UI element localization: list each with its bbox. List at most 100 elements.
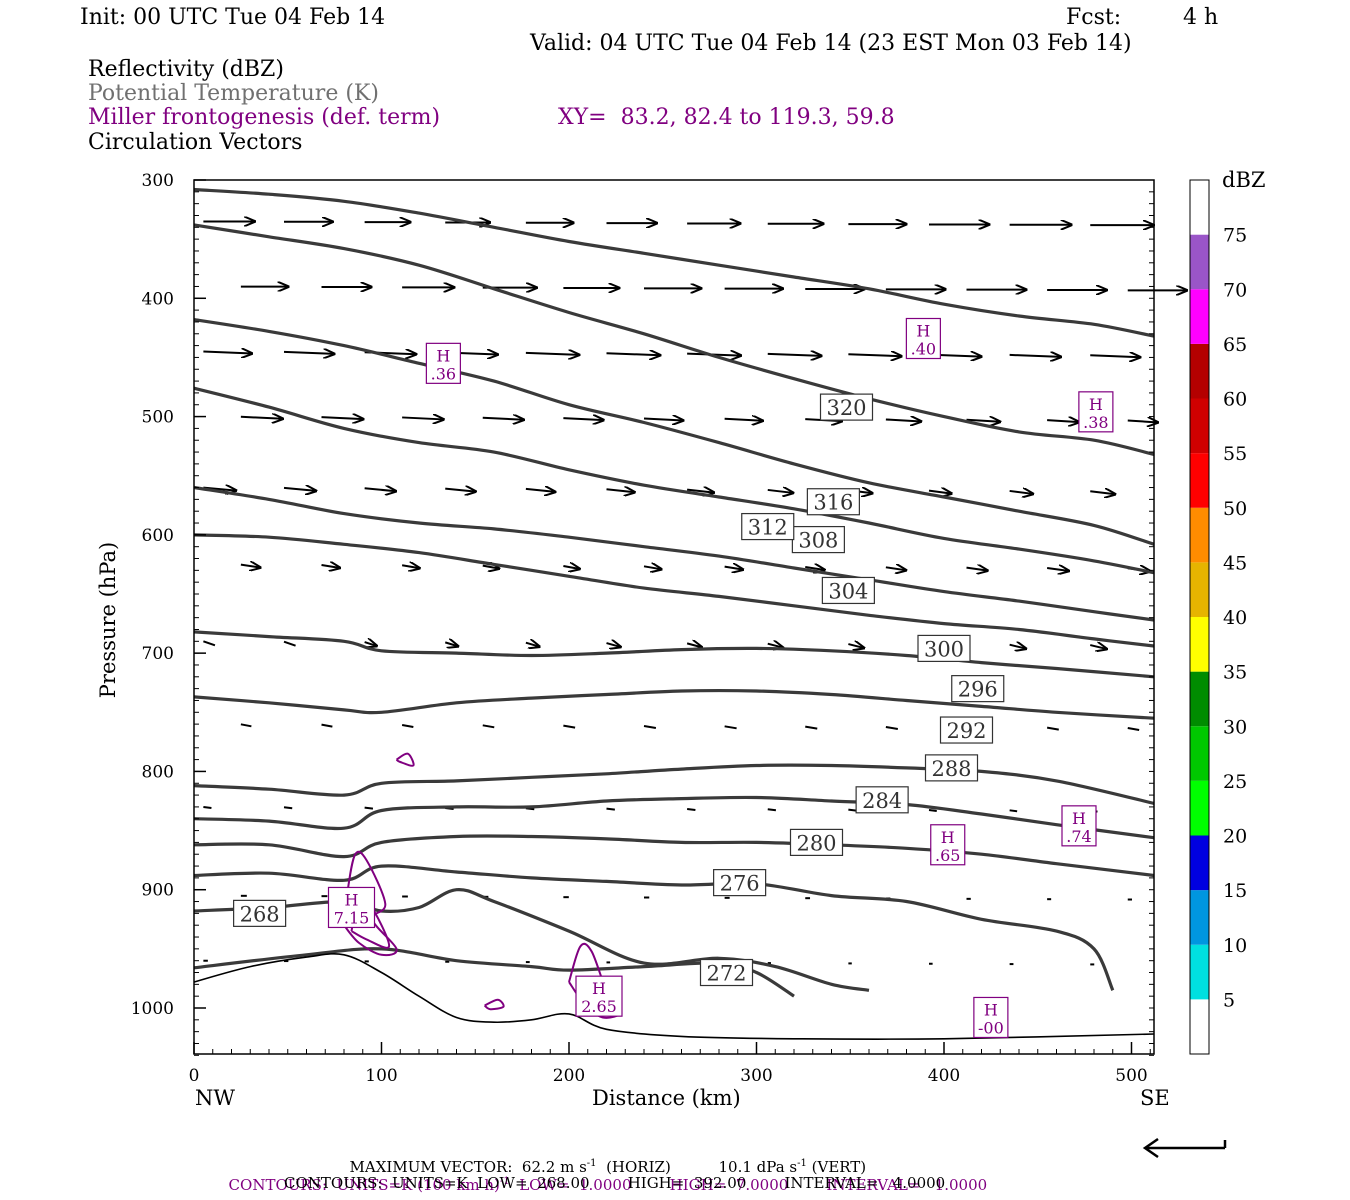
circulation-vector xyxy=(928,808,937,812)
frontogenesis-max-label: H xyxy=(436,346,450,365)
circulation-vector xyxy=(885,726,898,730)
colorbar-tick-label: 45 xyxy=(1223,552,1247,574)
frontogenesis-max-box xyxy=(1078,391,1114,433)
x-tick-label: 300 xyxy=(740,1066,772,1086)
theta-contour-label: 276 xyxy=(720,872,760,896)
colorbar-tick-label: 20 xyxy=(1223,826,1247,848)
colorbar-tick-label: 35 xyxy=(1223,662,1247,684)
max-vector-text: MAXIMUM VECTOR: 62.2 m s xyxy=(349,1158,587,1176)
y-axis-title: Pressure (hPa) xyxy=(96,541,121,699)
circulation-vector xyxy=(848,644,864,648)
colorbar-tick-label: 60 xyxy=(1223,389,1247,411)
circulation-vector xyxy=(321,565,341,568)
circulation-vector xyxy=(482,418,524,420)
colorbar-segment xyxy=(1190,289,1209,344)
theta-contour-label: 268 xyxy=(240,902,280,926)
circulation-vector xyxy=(687,807,696,811)
circulation-vector xyxy=(767,354,822,356)
legend-frontogenesis: Miller frontogenesis (def. term) xyxy=(88,105,441,130)
y-tick-label: 1000 xyxy=(131,999,174,1019)
circulation-vector xyxy=(724,567,744,570)
contours-purple-text: CONTOURS: UNITS=K (100 km h) xyxy=(228,1176,500,1194)
theta-contour-label: 308 xyxy=(798,529,838,553)
colorbar-segment xyxy=(1190,507,1209,563)
theta-contour-label: 312 xyxy=(748,516,788,540)
frontogenesis-max-box xyxy=(575,975,623,1017)
circulation-vector xyxy=(240,723,252,728)
circulation-vector xyxy=(1090,491,1115,494)
forecast-label: Fcst: xyxy=(1066,5,1122,30)
max-vector-line: MAXIMUM VECTOR: 62.2 m s-1 (HORIZ) 10.1 … xyxy=(340,1138,867,1176)
theta-contour xyxy=(193,688,1155,720)
circulation-vector xyxy=(240,565,261,568)
circulation-vector xyxy=(1127,420,1158,422)
exponent: -1 xyxy=(797,1158,807,1169)
frontogenesis-max-label: H xyxy=(592,979,606,998)
circulation-vector xyxy=(643,725,657,729)
colorbar-segment xyxy=(1190,835,1209,891)
colorbar-tick-label: 10 xyxy=(1223,935,1247,957)
colorbar-segment xyxy=(1190,180,1209,235)
circulation-vector xyxy=(606,643,621,647)
colorbar-tick-label: 75 xyxy=(1223,225,1247,247)
x-tick-label: 400 xyxy=(928,1066,960,1086)
circulation-vector xyxy=(606,353,661,355)
valid-time: Valid: 04 UTC Tue 04 Feb 14 (23 EST Mon … xyxy=(530,31,1132,56)
circulation-vector xyxy=(805,567,825,570)
legend-vectors: Circulation Vectors xyxy=(88,130,303,155)
frontogenesis-max-box xyxy=(973,996,1009,1039)
circulation-vector xyxy=(364,806,374,810)
colorbar-tick-label: 40 xyxy=(1223,607,1247,629)
theta-contour-label: 304 xyxy=(828,579,868,603)
init-time: Init: 00 UTC Tue 04 Feb 14 xyxy=(80,5,386,30)
theta-contour-label: 300 xyxy=(924,637,964,661)
circulation-vector xyxy=(1009,491,1034,494)
y-tick-label: 700 xyxy=(142,644,174,664)
circulation-vector xyxy=(321,417,364,419)
circulation-vector xyxy=(283,488,316,491)
colorbar-tick-label: 50 xyxy=(1223,498,1247,520)
circulation-vector xyxy=(606,807,615,811)
theta-contour xyxy=(193,533,1155,648)
circulation-vector xyxy=(1009,809,1018,813)
circulation-vector xyxy=(525,643,540,647)
reference-vector-icon xyxy=(1142,1137,1227,1159)
circulation-vector xyxy=(606,489,635,492)
x-tick-label: 200 xyxy=(553,1066,585,1086)
circulation-vector xyxy=(643,418,683,420)
frontogenesis-max-box xyxy=(327,886,376,929)
frontogenesis-max-box xyxy=(930,824,966,866)
theta-contour xyxy=(193,834,1155,878)
colorbar-tick-label: 55 xyxy=(1223,443,1247,465)
y-tick-label: 600 xyxy=(142,526,174,546)
theta-contour-label-box xyxy=(939,716,994,744)
colorbar-segment xyxy=(1190,890,1209,945)
theta-contour xyxy=(193,485,1155,622)
cross-section-endpoints: XY= 83.2, 82.4 to 119.3, 59.8 xyxy=(558,105,895,130)
frontogenesis-max-label: H xyxy=(916,322,930,341)
theta-contour-label: 320 xyxy=(826,396,866,420)
theta-contour-label-box xyxy=(699,958,754,987)
frontogenesis-max-value: .38 xyxy=(1083,413,1108,432)
frontogenesis-max-value: -00 xyxy=(978,1018,1004,1037)
terrain-line xyxy=(193,952,1155,1040)
circulation-vector xyxy=(643,566,662,569)
circulation-vector xyxy=(928,491,952,494)
frontogenesis-max-value: .74 xyxy=(1066,827,1091,846)
max-vector-vert: 10.1 dPa s xyxy=(718,1158,798,1176)
circulation-vector xyxy=(885,567,906,570)
theta-contour-label: 288 xyxy=(931,757,971,781)
colorbar-tick-label: 30 xyxy=(1223,716,1247,738)
circulation-vector xyxy=(724,419,763,421)
frontogenesis-max-box xyxy=(1061,805,1097,847)
circulation-vector xyxy=(525,353,579,355)
theta-contour-label: 272 xyxy=(706,962,746,986)
colorbar-title: dBZ xyxy=(1222,168,1266,192)
colorbar-segment xyxy=(1190,671,1209,727)
circulation-vector xyxy=(767,808,777,812)
theta-contour-label-box xyxy=(951,675,1005,703)
circulation-vector xyxy=(321,723,333,728)
circulation-vector xyxy=(1090,355,1140,357)
frontogenesis-max-label: H xyxy=(1089,395,1103,414)
